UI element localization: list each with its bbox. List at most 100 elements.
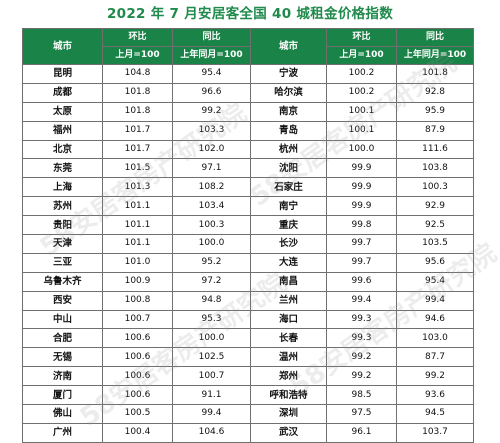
cell-city-left: 合肥 xyxy=(22,328,103,349)
cell-mom-right: 100.2 xyxy=(326,64,397,84)
cell-yoy-left: 103.3 xyxy=(172,120,251,141)
cell-yoy-left: 96.6 xyxy=(172,82,251,103)
cell-mom-right: 100.2 xyxy=(326,82,397,103)
cell-yoy-left: 97.1 xyxy=(172,158,251,179)
header-yoy-right: 同比 xyxy=(396,28,474,47)
table-row: 厦门 100.6 91.1 呼和浩特 98.5 93.6 xyxy=(22,385,474,406)
cell-city-left: 昆明 xyxy=(22,64,103,84)
header-yoy-sub-left: 上年同月=100 xyxy=(172,46,251,65)
cell-city-right: 呼和浩特 xyxy=(250,385,327,406)
cell-city-left: 贵阳 xyxy=(22,215,103,236)
cell-mom-left: 101.5 xyxy=(102,158,173,179)
cell-mom-right: 99.7 xyxy=(326,234,397,254)
cell-mom-left: 100.6 xyxy=(102,366,173,387)
cell-mom-right: 99.2 xyxy=(326,347,397,368)
cell-mom-left: 100.7 xyxy=(102,309,173,330)
cell-city-left: 北京 xyxy=(22,139,103,160)
cell-city-left: 济南 xyxy=(22,366,103,387)
cell-yoy-right: 87.9 xyxy=(396,120,474,141)
table-row: 佛山 100.5 99.4 深圳 97.5 94.5 xyxy=(22,404,474,424)
cell-yoy-left: 99.4 xyxy=(172,404,251,424)
cell-city-left: 东莞 xyxy=(22,158,103,179)
cell-city-right: 温州 xyxy=(250,347,327,368)
cell-mom-left: 100.9 xyxy=(102,271,173,292)
cell-mom-right: 99.2 xyxy=(326,366,397,387)
cell-city-left: 天津 xyxy=(22,234,103,254)
header-city-left: 城市 xyxy=(22,28,103,65)
cell-city-right: 南宁 xyxy=(250,196,327,217)
cell-city-right: 大连 xyxy=(250,252,327,273)
header-city-right: 城市 xyxy=(250,28,327,65)
cell-city-left: 上海 xyxy=(22,177,103,198)
cell-mom-left: 100.4 xyxy=(102,422,173,443)
cell-yoy-left: 102.5 xyxy=(172,347,251,368)
cell-yoy-right: 95.6 xyxy=(396,252,474,273)
header-yoy-sub-right: 上年同月=100 xyxy=(396,46,474,65)
table-body: 昆明 104.8 95.4 宁波 100.2 101.8 成都 101.8 96.6 哈尔滨 100… xyxy=(22,64,474,443)
cell-city-right: 南昌 xyxy=(250,271,327,292)
rent-index-table: 城市 环比 同比 城市 环比 同比 上月=100 上年同月=100 上月=100… xyxy=(22,28,474,443)
cell-yoy-right: 92.5 xyxy=(396,215,474,236)
cell-city-right: 深圳 xyxy=(250,404,327,424)
cell-mom-right: 99.9 xyxy=(326,158,397,179)
cell-city-right: 沈阳 xyxy=(250,158,327,179)
table-row: 合肥 100.6 100.0 长春 99.3 103.0 xyxy=(22,328,474,349)
header-mom-sub-right: 上月=100 xyxy=(326,46,397,65)
cell-yoy-right: 94.5 xyxy=(396,404,474,424)
cell-yoy-left: 97.2 xyxy=(172,271,251,292)
cell-mom-right: 99.4 xyxy=(326,290,397,311)
cell-mom-right: 99.6 xyxy=(326,271,397,292)
cell-mom-right: 100.1 xyxy=(326,120,397,141)
cell-mom-right: 99.8 xyxy=(326,215,397,236)
cell-yoy-left: 94.8 xyxy=(172,290,251,311)
cell-mom-left: 101.8 xyxy=(102,82,173,103)
cell-city-right: 武汉 xyxy=(250,422,327,443)
cell-city-left: 太原 xyxy=(22,101,103,122)
cell-yoy-right: 87.7 xyxy=(396,347,474,368)
table-row: 北京 101.7 102.0 杭州 100.0 111.6 xyxy=(22,139,474,160)
cell-yoy-left: 95.3 xyxy=(172,309,251,330)
cell-mom-left: 101.8 xyxy=(102,101,173,122)
cell-city-right: 南京 xyxy=(250,101,327,122)
header-mom-sub-left: 上月=100 xyxy=(102,46,173,65)
table-row: 三亚 101.0 95.2 大连 99.7 95.6 xyxy=(22,252,474,273)
cell-yoy-right: 93.6 xyxy=(396,385,474,406)
table-row: 广州 100.4 104.6 武汉 96.1 103.7 xyxy=(22,422,474,443)
cell-yoy-right: 95.9 xyxy=(396,101,474,122)
table-row: 天津 101.1 100.0 长沙 99.7 103.5 xyxy=(22,234,474,254)
cell-mom-right: 100.1 xyxy=(326,101,397,122)
table-row: 苏州 101.1 103.4 南宁 99.9 92.9 xyxy=(22,196,474,217)
cell-city-left: 福州 xyxy=(22,120,103,141)
header-yoy-left: 同比 xyxy=(172,28,251,47)
cell-city-left: 无锡 xyxy=(22,347,103,368)
cell-mom-left: 100.8 xyxy=(102,290,173,311)
cell-yoy-right: 103.5 xyxy=(396,234,474,254)
cell-mom-right: 99.3 xyxy=(326,328,397,349)
cell-city-right: 杭州 xyxy=(250,139,327,160)
table-row: 上海 101.3 108.2 石家庄 99.9 100.3 xyxy=(22,177,474,198)
table-row: 福州 101.7 103.3 青岛 100.1 87.9 xyxy=(22,120,474,141)
cell-city-right: 青岛 xyxy=(250,120,327,141)
cell-yoy-left: 104.6 xyxy=(172,422,251,443)
cell-yoy-right: 111.6 xyxy=(396,139,474,160)
table-row: 中山 100.7 95.3 海口 99.3 94.6 xyxy=(22,309,474,330)
cell-yoy-right: 99.2 xyxy=(396,366,474,387)
cell-yoy-left: 100.3 xyxy=(172,215,251,236)
cell-mom-left: 101.1 xyxy=(102,234,173,254)
cell-yoy-left: 99.2 xyxy=(172,101,251,122)
cell-mom-right: 99.7 xyxy=(326,252,397,273)
cell-city-right: 郑州 xyxy=(250,366,327,387)
cell-yoy-right: 100.3 xyxy=(396,177,474,198)
cell-mom-left: 101.0 xyxy=(102,252,173,273)
cell-yoy-left: 95.2 xyxy=(172,252,251,273)
cell-yoy-right: 103.7 xyxy=(396,422,474,443)
cell-mom-right: 99.9 xyxy=(326,196,397,217)
cell-yoy-left: 91.1 xyxy=(172,385,251,406)
cell-city-right: 长沙 xyxy=(250,234,327,254)
cell-city-left: 西安 xyxy=(22,290,103,311)
cell-city-left: 中山 xyxy=(22,309,103,330)
header-mom-right: 环比 xyxy=(326,28,397,47)
table-row: 无锡 100.6 102.5 温州 99.2 87.7 xyxy=(22,347,474,368)
table-title: 2022 年 7 月安居客全国 40 城租金价格指数 xyxy=(106,6,394,22)
cell-mom-right: 99.9 xyxy=(326,177,397,198)
